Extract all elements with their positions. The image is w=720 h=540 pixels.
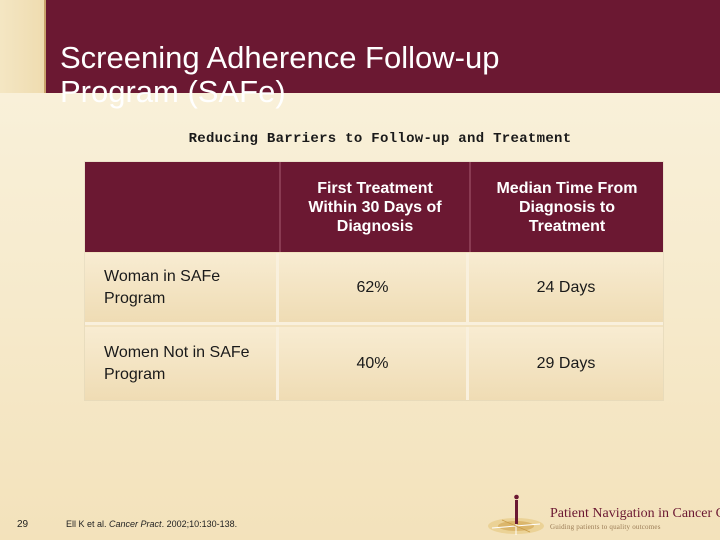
first-treatment-value: 62%: [279, 253, 469, 322]
slide-title-line-2: Program (SAFe): [60, 73, 286, 109]
row-label: Woman in SAFe Program: [85, 253, 279, 322]
header-divider: [44, 0, 46, 93]
results-table: First Treatment Within 30 Days of Diagno…: [85, 162, 663, 400]
citation-authors: Ell K et al.: [66, 519, 110, 529]
logo-name: Patient Navigation in Cancer Care: [550, 506, 720, 521]
median-time-value: 29 Days: [536, 354, 596, 372]
table-header-row: First Treatment Within 30 Days of Diagno…: [85, 162, 663, 252]
table-row: Woman in SAFe Program 62% 24 Days: [85, 253, 663, 325]
compass-logo-icon: [488, 494, 544, 535]
slide-title: Screening Adherence Follow-up Program (S…: [60, 39, 700, 109]
table-header-median-time: Median Time From Diagnosis to Treatment: [496, 179, 638, 235]
citation: Ell K et al. Cancer Pract. 2002;10:130-1…: [66, 519, 237, 529]
row-label-text: Woman in SAFe Program: [104, 267, 221, 307]
citation-journal: Cancer Pract: [109, 519, 162, 529]
median-time-value: 24 Days: [536, 278, 596, 296]
patient-navigation-logo: Patient Navigation in Cancer Care Guidin…: [486, 494, 720, 536]
table-row: Women Not in SAFe Program 40% 29 Days: [85, 327, 663, 400]
slide-number: 29: [17, 519, 29, 530]
slide-subtitle: Reducing Barriers to Follow-up and Treat…: [188, 131, 572, 147]
row-label-text: Women Not in SAFe Program: [104, 343, 250, 383]
logo-tagline: Guiding patients to quality outcomes: [550, 523, 661, 531]
row-label: Women Not in SAFe Program: [85, 327, 279, 400]
first-treatment-value: 40%: [279, 327, 469, 400]
table-header-first-treatment: First Treatment Within 30 Days of Diagno…: [281, 162, 471, 252]
header-band: [0, 0, 720, 93]
table-header-blank-cell: [85, 162, 281, 252]
header-accent: [0, 0, 44, 93]
slide-title-line-1: Screening Adherence Follow-up: [60, 39, 500, 75]
citation-details: . 2002;10:130-138.: [161, 519, 238, 529]
